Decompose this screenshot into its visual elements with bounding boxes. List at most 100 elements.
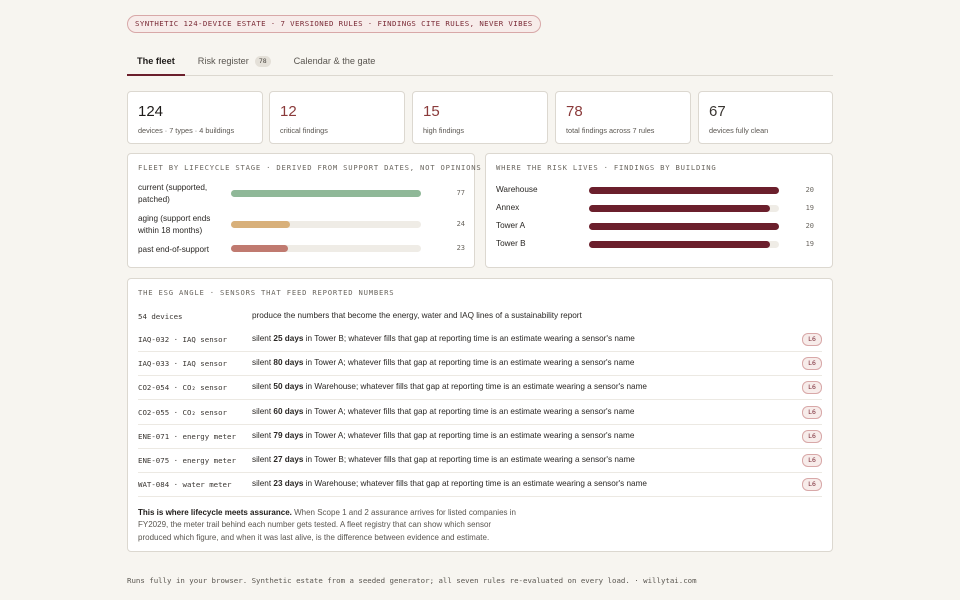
in-word: in bbox=[305, 382, 313, 392]
lifecycle-bar-track bbox=[231, 190, 421, 197]
building-row: Annex 19 bbox=[496, 202, 822, 216]
in-word: in bbox=[305, 358, 313, 368]
lifecycle-row: past end-of-support 23 bbox=[138, 244, 465, 270]
rule-badge[interactable]: L6 bbox=[802, 405, 822, 419]
sensor-id: IAQ-032 · IAQ sensor bbox=[138, 335, 227, 344]
lifecycle-label-line: patched) bbox=[138, 195, 170, 204]
stat-value: 15 bbox=[423, 103, 440, 120]
rule-badge[interactable]: L6 bbox=[802, 454, 822, 467]
stat-label: total findings across 7 rules bbox=[566, 126, 655, 135]
silent-days: 25 days bbox=[273, 334, 304, 343]
esg-title: THE ESG ANGLE · SENSORS THAT FEED REPORT… bbox=[138, 288, 395, 297]
sensor-id: CO2-054 · CO₂ sensor bbox=[138, 383, 227, 393]
stat-value: 78 bbox=[566, 103, 583, 120]
sensor-id: WAT-084 · water meter bbox=[138, 480, 232, 490]
esg-summary-row: 54 devices produce the numbers that beco… bbox=[138, 305, 822, 329]
lifecycle-value: 24 bbox=[456, 220, 465, 228]
building-bar-track bbox=[589, 223, 779, 230]
stat-card: 78 total findings across 7 rules bbox=[555, 91, 691, 144]
esg-panel: THE ESG ANGLE · SENSORS THAT FEED REPORT… bbox=[127, 278, 833, 552]
sensor-gap-note: ; whatever fills that gap at reporting t… bbox=[355, 479, 647, 489]
silent-word: silent bbox=[252, 382, 272, 392]
sensor-id: CO2-055 · CO₂ sensor bbox=[138, 407, 227, 417]
stat-card: 124 devices · 7 types · 4 buildings bbox=[127, 91, 263, 144]
silent-days: 27 days bbox=[273, 455, 304, 464]
lifecycle-row: current (supported, patched) 77 bbox=[138, 182, 465, 208]
building-bar-track bbox=[589, 187, 779, 194]
silent-word: silent bbox=[252, 358, 272, 368]
rule-badge[interactable]: L6 bbox=[802, 478, 822, 492]
lifecycle-title: FLEET BY LIFECYCLE STAGE · DERIVED FROM … bbox=[138, 163, 482, 172]
building-value: 20 bbox=[805, 186, 814, 194]
in-word: in bbox=[305, 430, 313, 440]
sensor-location: Tower B bbox=[314, 334, 344, 343]
lifecycle-bar-track bbox=[231, 221, 421, 228]
building-label: Tower A bbox=[496, 221, 526, 230]
rule-badge[interactable]: L6 bbox=[802, 357, 822, 371]
lifecycle-label-line: within 18 months) bbox=[138, 226, 203, 235]
esg-sensor-row[interactable]: CO2-054 · CO₂ sensor silent 50 days in Wa… bbox=[138, 376, 822, 401]
esg-sensor-row[interactable]: ENE-071 · energy meter silent 79 days in … bbox=[138, 425, 822, 449]
lifecycle-label: aging (support ends within 18 months) bbox=[138, 213, 228, 237]
building-bar-fill bbox=[589, 223, 779, 230]
sensor-location: Warehouse bbox=[314, 479, 356, 489]
building-row: Tower B 19 bbox=[496, 238, 822, 252]
sensor-description: silent 80 days in Tower A; whatever fill… bbox=[252, 358, 634, 367]
sensor-id: ENE-075 · energy meter bbox=[138, 456, 236, 465]
silent-days: 79 days bbox=[273, 430, 304, 440]
lifecycle-label-line: past end-of-support bbox=[138, 245, 210, 254]
sensor-location: Warehouse bbox=[314, 382, 356, 392]
building-label: Annex bbox=[496, 203, 520, 212]
tab-the-fleet[interactable]: The fleet bbox=[127, 50, 185, 76]
sensor-gap-note: ; whatever fills that gap at reporting t… bbox=[343, 430, 635, 440]
esg-sensor-row[interactable]: WAT-084 · water meter silent 23 days in W… bbox=[138, 473, 822, 498]
tab-label: Calendar & the gate bbox=[293, 56, 376, 66]
building-label: Warehouse bbox=[496, 185, 538, 194]
lifecycle-label-line: current (supported, bbox=[138, 183, 208, 192]
sensor-description: silent 79 days in Tower A; whatever fill… bbox=[252, 431, 634, 440]
building-bar-fill bbox=[589, 241, 770, 248]
sensor-id: IAQ-033 · IAQ sensor bbox=[138, 359, 227, 369]
building-bar-fill bbox=[589, 205, 770, 212]
tab-count-badge: 78 bbox=[254, 56, 271, 67]
stat-label: devices · 7 types · 4 buildings bbox=[138, 126, 235, 135]
lifecycle-bar-fill bbox=[231, 245, 288, 252]
esg-sensor-row[interactable]: IAQ-033 · IAQ sensor silent 80 days in To… bbox=[138, 352, 822, 377]
esg-summary-id: 54 devices bbox=[138, 312, 183, 321]
esg-sensor-row[interactable]: IAQ-032 · IAQ sensor silent 25 days in To… bbox=[138, 328, 822, 352]
silent-word: silent bbox=[252, 406, 272, 416]
building-bar-track bbox=[589, 241, 779, 248]
stat-card: 12 critical findings bbox=[269, 91, 405, 144]
tab-risk-register[interactable]: Risk register 78 bbox=[185, 50, 284, 76]
stat-label: critical findings bbox=[280, 126, 328, 135]
silent-word: silent bbox=[252, 334, 272, 343]
esg-sensor-row[interactable]: CO2-055 · CO₂ sensor silent 60 days in To… bbox=[138, 401, 822, 425]
stat-value: 67 bbox=[709, 103, 726, 120]
sensor-location: Tower A bbox=[314, 430, 344, 440]
building-value: 19 bbox=[805, 240, 814, 248]
sensor-description: silent 60 days in Tower A; whatever fill… bbox=[252, 407, 634, 416]
rule-badge[interactable]: L6 bbox=[802, 381, 822, 395]
sensor-description: silent 23 days in Warehouse; whatever fi… bbox=[252, 479, 647, 488]
esg-sensor-row[interactable]: ENE-075 · energy meter silent 27 days in … bbox=[138, 449, 822, 473]
building-bar-track bbox=[589, 205, 779, 212]
lifecycle-label: past end-of-support bbox=[138, 244, 228, 256]
silent-days: 23 days bbox=[273, 479, 304, 489]
sensor-description: silent 50 days in Warehouse; whatever fi… bbox=[252, 382, 647, 391]
building-row: Warehouse 20 bbox=[496, 184, 822, 198]
rule-badge[interactable]: L6 bbox=[802, 429, 822, 443]
tab-calendar-the-gate[interactable]: Calendar & the gate bbox=[284, 50, 386, 76]
assurance-note-bold: This is where lifecycle meets assurance. bbox=[138, 508, 292, 517]
stat-card: 15 high findings bbox=[412, 91, 548, 144]
stat-value: 12 bbox=[280, 103, 297, 120]
silent-word: silent bbox=[252, 479, 272, 489]
silent-days: 50 days bbox=[273, 382, 304, 392]
rule-badge[interactable]: L6 bbox=[802, 333, 822, 346]
sensor-description: silent 25 days in Tower B; whatever fill… bbox=[252, 334, 635, 343]
assurance-note: This is where lifecycle meets assurance.… bbox=[138, 507, 518, 544]
risk-panel: WHERE THE RISK LIVES · FINDINGS BY BUILD… bbox=[485, 153, 833, 268]
sensor-gap-note: ; whatever fills that gap at reporting t… bbox=[343, 406, 635, 416]
sensor-description: silent 27 days in Tower B; whatever fill… bbox=[252, 455, 635, 464]
risk-title: WHERE THE RISK LIVES · FINDINGS BY BUILD… bbox=[496, 163, 717, 172]
silent-word: silent bbox=[252, 430, 272, 440]
